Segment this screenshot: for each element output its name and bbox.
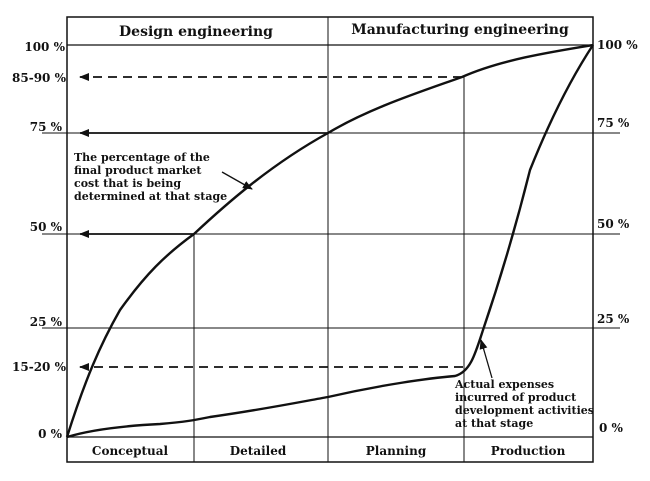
y-left-label-25: 25 % bbox=[30, 315, 63, 329]
stage-label-detailed: Detailed bbox=[230, 444, 287, 458]
y-right-label-50: 50 % bbox=[597, 217, 630, 231]
annotation-lower-line: Actual expenses bbox=[454, 378, 554, 391]
annotation-upper: The percentage of the final product mark… bbox=[74, 151, 227, 203]
curve-cost-determined bbox=[65, 43, 594, 438]
annotation-upper-line: final product market bbox=[74, 164, 202, 177]
annotation-lower-pointer bbox=[479, 339, 493, 379]
stage-label-production: Production bbox=[491, 444, 566, 458]
annotation-upper-line: The percentage of the bbox=[74, 151, 210, 164]
annotation-lower: Actual expenses incurred of product deve… bbox=[454, 378, 594, 430]
annotation-lower-line: development activities bbox=[455, 404, 594, 417]
annotation-upper-line: determined at that stage bbox=[74, 190, 227, 203]
y-left-label-85-90: 85-90 % bbox=[12, 71, 67, 85]
y-left-label-100: 100 % bbox=[24, 40, 65, 54]
y-right-label-100: 100 % bbox=[597, 38, 638, 52]
annotation-lower-line: at that stage bbox=[455, 417, 533, 430]
annotation-lower-line: incurred of product bbox=[455, 391, 577, 404]
curve-actual-expenses bbox=[66, 44, 595, 439]
y-right-label-0: 0 % bbox=[599, 421, 624, 435]
diagram-frame bbox=[66, 16, 594, 463]
annotation-upper-pointer bbox=[221, 171, 253, 190]
y-left-label-15-20: 15-20 % bbox=[12, 360, 67, 374]
y-left-label-0: 0 % bbox=[38, 427, 63, 441]
stage-label-planning: Planning bbox=[366, 444, 427, 458]
y-left-label-50: 50 % bbox=[30, 220, 63, 234]
header-design-engineering: Design engineering bbox=[119, 24, 273, 40]
y-right-label-25: 25 % bbox=[597, 312, 630, 326]
y-right-label-75: 75 % bbox=[597, 116, 630, 130]
stage-label-conceptual: Conceptual bbox=[92, 444, 169, 458]
annotation-upper-line: cost that is being bbox=[74, 177, 181, 190]
y-left-label-75: 75 % bbox=[30, 120, 63, 134]
header-manufacturing-engineering: Manufacturing engineering bbox=[351, 22, 569, 38]
